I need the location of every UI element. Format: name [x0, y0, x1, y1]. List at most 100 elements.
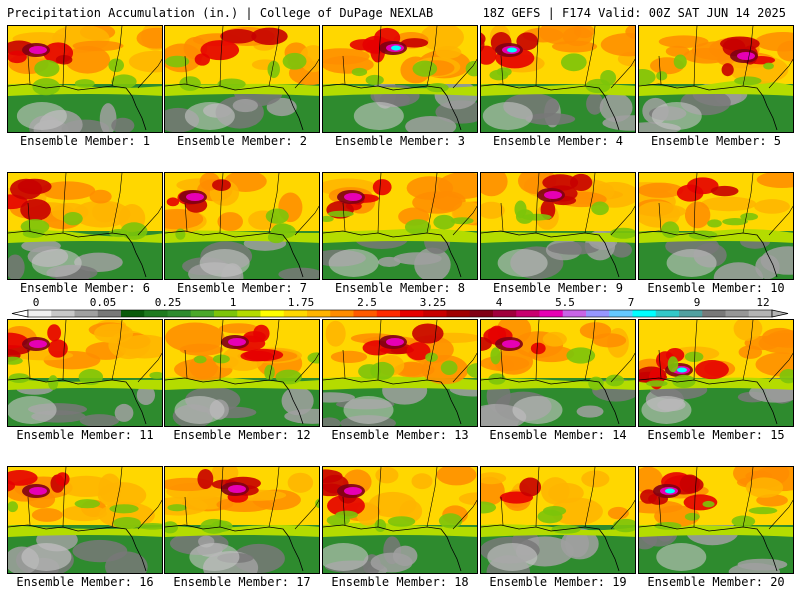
colorbar-swatch: [167, 310, 192, 317]
colorbar-swatch: [725, 310, 750, 317]
member-label: Ensemble Member:: [489, 428, 613, 442]
colorbar-swatch: [469, 310, 494, 317]
ensemble-member-caption: Ensemble Member: 13: [321, 428, 479, 442]
member-number: 10: [770, 281, 785, 295]
colorbar-swatch: [330, 310, 354, 317]
colorbar-swatch: [190, 310, 215, 317]
member-label: Ensemble Member:: [647, 575, 771, 589]
member-label: Ensemble Member:: [19, 281, 143, 295]
ensemble-member-13-map: [322, 319, 478, 427]
colorbar-swatch: [516, 310, 540, 317]
ensemble-member-caption: Ensemble Member: 5: [637, 134, 795, 148]
member-number: 2: [299, 134, 308, 148]
member-number: 12: [296, 428, 311, 442]
colorbar-tick-label: 3.25: [419, 296, 447, 309]
member-number: 11: [139, 428, 154, 442]
colorbar-tick-label: 5.5: [555, 296, 575, 309]
ensemble-member-14-map: [480, 319, 636, 427]
ensemble-member-9-map: [480, 172, 636, 280]
ensemble-member-caption: Ensemble Member: 15: [637, 428, 795, 442]
ensemble-member-caption: Ensemble Member: 14: [479, 428, 637, 442]
ensemble-member-caption: Ensemble Member: 9: [479, 281, 637, 295]
colorbar-swatch: [493, 310, 517, 317]
member-label: Ensemble Member:: [176, 134, 300, 148]
ensemble-member-caption: Ensemble Member: 3: [321, 134, 479, 148]
colorbar-tick-label: 7: [627, 296, 635, 309]
ensemble-member-16-map: [7, 466, 163, 574]
member-number: 3: [457, 134, 466, 148]
ensemble-member-18-map: [322, 466, 478, 574]
member-number: 4: [615, 134, 624, 148]
member-label: Ensemble Member:: [331, 428, 455, 442]
colorbar-tick-label: 9: [693, 296, 701, 309]
member-label: Ensemble Member:: [647, 281, 771, 295]
member-number: 14: [612, 428, 627, 442]
member-number: 7: [299, 281, 308, 295]
colorbar-swatch: [97, 310, 122, 317]
ensemble-member-caption: Ensemble Member: 10: [637, 281, 795, 295]
colorbar-tick-label: 0.05: [89, 296, 117, 309]
colorbar-swatch: [353, 310, 378, 317]
ensemble-member-caption: Ensemble Member: 4: [479, 134, 637, 148]
member-label: Ensemble Member:: [16, 575, 140, 589]
member-label: Ensemble Member:: [492, 281, 616, 295]
ensemble-member-1-map: [7, 25, 163, 133]
member-label: Ensemble Member:: [334, 281, 458, 295]
colorbar-swatch: [307, 310, 331, 317]
member-number: 16: [139, 575, 154, 589]
ensemble-member-caption: Ensemble Member: 6: [6, 281, 164, 295]
ensemble-member-4-map: [480, 25, 636, 133]
colorbar-swatch: [562, 310, 587, 317]
colorbar: 0 0.05 0.25 1 1.75 2.5 3.25 4 5.5 7 9 12: [0, 296, 800, 320]
colorbar-swatch: [609, 310, 633, 317]
colorbar-swatch: [748, 310, 773, 317]
ensemble-member-caption: Ensemble Member: 11: [6, 428, 164, 442]
ensemble-member-caption: Ensemble Member: 2: [163, 134, 321, 148]
colorbar-tick-label: 1.75: [287, 296, 315, 309]
member-label: Ensemble Member:: [650, 134, 774, 148]
colorbar-left-arrow: [11, 309, 29, 318]
member-number: 6: [142, 281, 151, 295]
colorbar-tick-label: 0: [32, 296, 40, 309]
ensemble-member-17-map: [164, 466, 320, 574]
ensemble-member-19-map: [480, 466, 636, 574]
member-label: Ensemble Member:: [331, 575, 455, 589]
colorbar-swatch: [679, 310, 703, 317]
ensemble-member-10-map: [638, 172, 794, 280]
ensemble-member-12-map: [164, 319, 320, 427]
colorbar-swatch: [260, 310, 285, 317]
member-label: Ensemble Member:: [173, 428, 297, 442]
header: Precipitation Accumulation (in.) | Colle…: [0, 0, 800, 24]
member-number: 1: [142, 134, 151, 148]
colorbar-tick-label: 12: [756, 296, 770, 309]
colorbar-swatch: [121, 310, 145, 317]
member-number: 9: [615, 281, 624, 295]
colorbar-swatch: [51, 310, 75, 317]
colorbar-swatch: [237, 310, 261, 317]
colorbar-tick-label: 2.5: [357, 296, 377, 309]
member-number: 5: [773, 134, 782, 148]
ensemble-member-caption: Ensemble Member: 1: [6, 134, 164, 148]
member-label: Ensemble Member:: [16, 428, 140, 442]
colorbar-right-arrow: [771, 309, 789, 318]
ensemble-member-3-map: [322, 25, 478, 133]
member-number: 20: [770, 575, 785, 589]
ensemble-member-11-map: [7, 319, 163, 427]
colorbar-swatch: [702, 310, 726, 317]
colorbar-tick-label: 1: [229, 296, 237, 309]
ensemble-member-caption: Ensemble Member: 18: [321, 575, 479, 589]
run-info: 18Z GEFS | F174 Valid: 00Z SAT JUN 14 20…: [482, 6, 786, 20]
member-number: 8: [457, 281, 466, 295]
member-number: 19: [612, 575, 627, 589]
ensemble-member-caption: Ensemble Member: 17: [163, 575, 321, 589]
ensemble-member-caption: Ensemble Member: 19: [479, 575, 637, 589]
colorbar-swatch: [539, 310, 564, 317]
colorbar-tick-label: 0.25: [154, 296, 182, 309]
ensemble-member-caption: Ensemble Member: 12: [163, 428, 321, 442]
member-label: Ensemble Member:: [19, 134, 143, 148]
colorbar-swatch: [632, 310, 657, 317]
member-label: Ensemble Member:: [173, 575, 297, 589]
member-number: 18: [454, 575, 469, 589]
ensemble-member-caption: Ensemble Member: 20: [637, 575, 795, 589]
map-title: Precipitation Accumulation (in.) | Colle…: [7, 6, 434, 20]
